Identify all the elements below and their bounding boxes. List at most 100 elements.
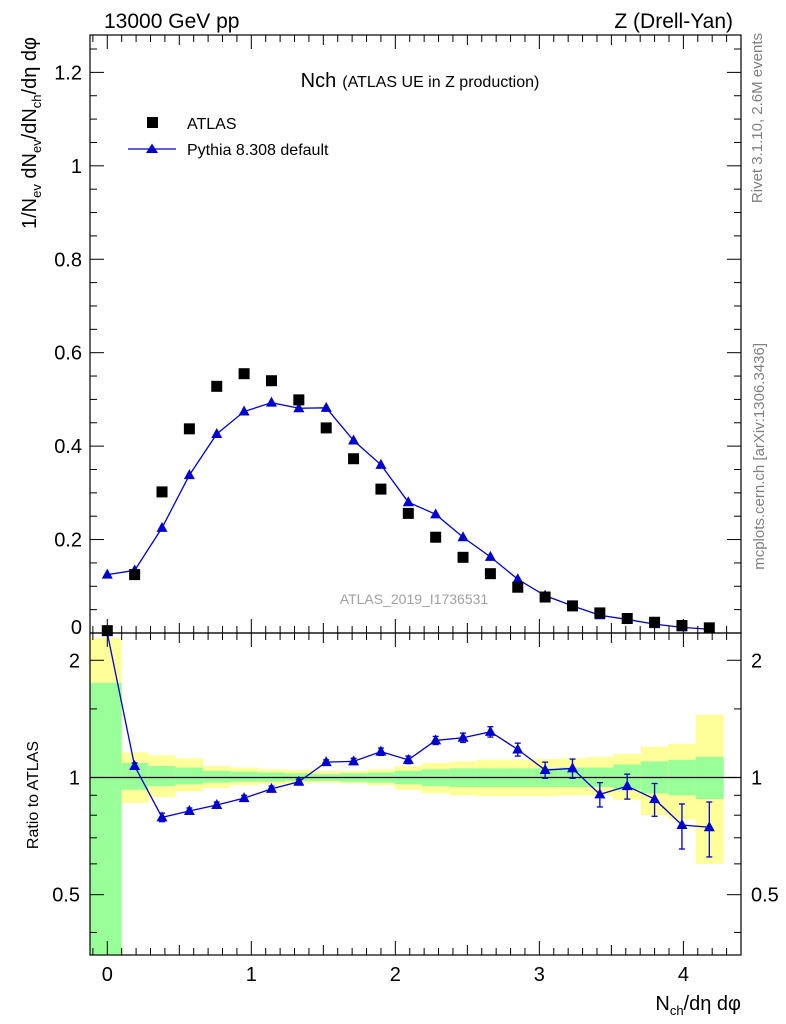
main-ytick-label: 0.2 [54,530,82,552]
ratio-point [265,782,277,793]
pythia-point [101,568,113,579]
atlas-point [430,531,442,543]
ratio-point [512,743,524,754]
main-ytick-label: 0.8 [54,249,82,271]
ratio-point [457,731,469,742]
analysis-tag: ATLAS_2019_I1736531 [340,591,489,607]
ratio-point [156,811,168,822]
main-ytick-label: 1.2 [54,62,82,84]
ratio-point [348,755,360,766]
ratio-point [703,821,715,832]
ratio-point [293,775,305,786]
legend-pythia-marker [146,143,158,153]
legend-atlas-label: ATLAS [187,116,237,133]
ratio-band-inner [148,766,176,787]
ratio-point [539,764,551,775]
atlas-point [457,551,469,563]
pythia-point [156,521,168,532]
ratio-ytick-label-right: 2 [751,650,762,672]
atlas-point [375,483,387,495]
atlas-point [484,568,496,580]
ratio-ylabel: Ratio to ATLAS [25,741,42,849]
plot-title-group: Nch (ATLAS UE in Z production) [301,70,540,92]
pythia-point [183,469,195,480]
ratio-point [183,805,195,816]
main-ytick-label: 0.4 [54,436,82,458]
x-tick-label: 2 [390,964,401,986]
x-tick-label: 1 [246,964,257,986]
ratio-point [676,819,688,830]
ratio-ytick-label-right: 0.5 [751,885,779,907]
atlas-point [676,620,688,632]
header-left: 13000 GeV pp [104,10,239,33]
pythia-point [238,405,250,416]
ratio-point [238,792,250,803]
header-right: Z (Drell-Yan) [614,10,733,33]
ratio-point [621,780,633,791]
ratio-point [484,725,496,736]
ratio-ytick-label-left: 1 [69,767,80,789]
atlas-point [594,607,606,619]
ratio-point [566,762,578,773]
atlas-point [183,423,195,435]
ratio-ytick-label-left: 0.5 [52,885,80,907]
pythia-point [320,401,332,412]
main-ytick-label: 0 [71,617,82,639]
pythia-point [348,434,360,445]
ratio-band-inner [203,770,231,783]
atlas-point [293,394,305,406]
pythia-point [375,458,387,469]
atlas-point [320,422,332,434]
ratio-panel: 0.5 0.5 1 1 2 2 0 1 2 3 4 Ratio to ATLAS Nch/dη dφ [25,632,779,1018]
main-ylabel: 1/Nev dNev/dNch/dη dφ [19,37,44,229]
ratio-ytick-label-left: 2 [69,650,80,672]
main-panel: 0.2 0.4 0.6 0.8 1 1.2 0 Nch (ATLAS UE in Z prod… [19,34,742,639]
ratio-point [402,753,414,764]
pythia-point [484,550,496,561]
atlas-point [211,380,223,392]
ratio-point [129,760,141,771]
atlas-point [348,453,360,465]
legend: ATLAS Pythia 8.308 default [128,116,329,159]
ratio-point [649,793,661,804]
atlas-point [129,569,141,581]
mcplots-label: mcplots.cern.ch [arXiv:1306.3436] [751,343,768,570]
atlas-point [539,591,551,603]
pythia-point [293,402,305,413]
plot-title: Nch [301,70,337,92]
legend-pythia-label: Pythia 8.308 default [187,142,329,159]
x-tick-label: 3 [534,964,545,986]
main-ytick-label: 0.6 [54,343,82,365]
atlas-point [156,486,168,498]
pythia-point [402,496,414,507]
ratio-point [594,788,606,799]
main-ytick-label: 1 [71,156,82,178]
ratio-frame [89,632,742,956]
ratio-band-inner [230,771,258,782]
atlas-point [621,613,633,625]
atlas-point [238,368,250,380]
pythia-point [430,508,442,519]
pythia-point [457,531,469,542]
x-tick-label: 0 [102,964,113,986]
ratio-point [211,798,223,809]
x-tick-label: 4 [678,964,689,986]
ratio-point [430,734,442,745]
pythia-point [211,427,223,438]
legend-atlas-marker [147,117,158,128]
plot-subtitle: (ATLAS UE in Z production) [342,74,539,91]
atlas-point [566,600,578,612]
ratio-point [320,756,332,767]
atlas-point [649,616,661,628]
rivet-label: Rivet 3.1.10, 2.6M events [749,33,766,203]
atlas-point [402,507,414,519]
x-axis-label: Nch/dη dφ [655,993,741,1018]
ratio-point [375,745,387,756]
ratio-band-inner [90,682,122,955]
pythia-point [512,573,524,584]
atlas-point [703,622,715,634]
atlas-point [265,375,277,387]
ratio-ytick-label-right: 1 [751,767,762,789]
ratio-band-inner [175,767,204,785]
